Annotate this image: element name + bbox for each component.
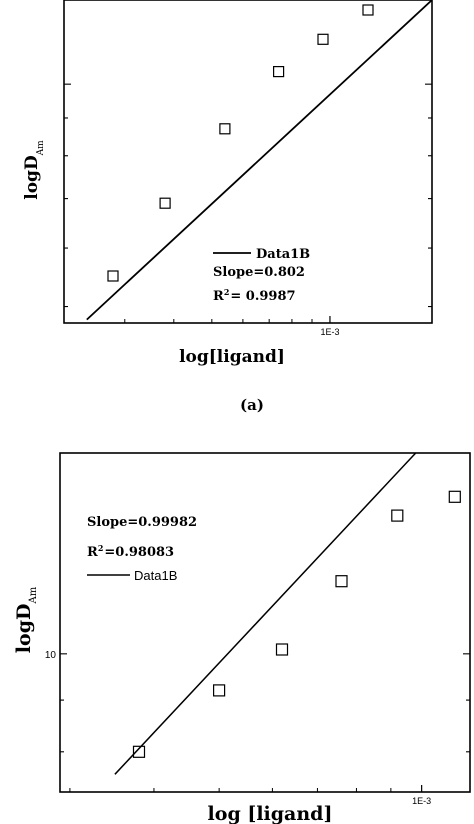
chart-b-plot-frame xyxy=(59,452,471,793)
chart-b-point-6 xyxy=(448,490,461,503)
chart-a-axis-ticks xyxy=(64,83,432,323)
chart-a-x-tick-label-1: 1E-3 xyxy=(320,327,339,337)
chart-b-point-1 xyxy=(132,745,146,758)
chart-a-slope-text: Slope=0.802 xyxy=(213,265,305,280)
chart-a-x-tick-labels: 1E-3 xyxy=(320,327,339,337)
chart-b-point-5 xyxy=(391,509,404,522)
chart-b-fit-line xyxy=(114,452,417,775)
chart-a-point-5 xyxy=(317,33,329,45)
chart-a-plot-frame xyxy=(63,0,433,324)
chart-b-x-tick-label-1: 1E-3 xyxy=(412,796,431,806)
chart-a-y-axis-title: logDAm xyxy=(22,140,46,200)
chart-a-r2-text: R2= 0.9987 xyxy=(213,287,296,304)
chart-b-r2-text: R2=0.98083 xyxy=(87,543,174,560)
chart-a-legend-entry: Data1B xyxy=(256,247,310,262)
chart-b-point-4 xyxy=(335,575,348,588)
chart-b-legend-entry: Data1B xyxy=(134,568,177,583)
chart-b: 1E-3 10 Slope=0.99982 R2=0.98083 Data1B … xyxy=(13,452,471,824)
chart-a-fit-line xyxy=(86,0,433,321)
chart-a-point-2 xyxy=(159,197,171,209)
chart-b-point-2 xyxy=(213,684,226,697)
chart-a-points xyxy=(107,4,374,282)
chart-b-y-tick-label-1: 10 xyxy=(45,650,57,661)
chart-a-point-4 xyxy=(273,65,285,78)
chart-b-axis-ticks xyxy=(60,653,470,792)
chart-a-point-1 xyxy=(107,270,119,282)
chart-b-points xyxy=(132,490,461,758)
chart-b-point-3 xyxy=(275,643,289,656)
chart-a-x-axis-title: log[ligand] xyxy=(179,347,285,367)
chart-b-y-axis-title: logDAm xyxy=(13,586,39,653)
chart-b-y-tick-labels: 10 xyxy=(45,650,57,661)
chart-a: 1E-3 Data1B Slope=0.802 R2= 0.9987 log[l… xyxy=(22,0,433,367)
chart-b-slope-text: Slope=0.99982 xyxy=(87,515,197,530)
figure-caption-a: (a) xyxy=(240,396,264,414)
chart-b-x-axis-title: log [ligand] xyxy=(208,803,333,824)
chart-b-x-tick-labels: 1E-3 xyxy=(412,796,431,806)
chart-a-point-6 xyxy=(362,4,374,16)
chart-a-point-3 xyxy=(219,123,231,135)
